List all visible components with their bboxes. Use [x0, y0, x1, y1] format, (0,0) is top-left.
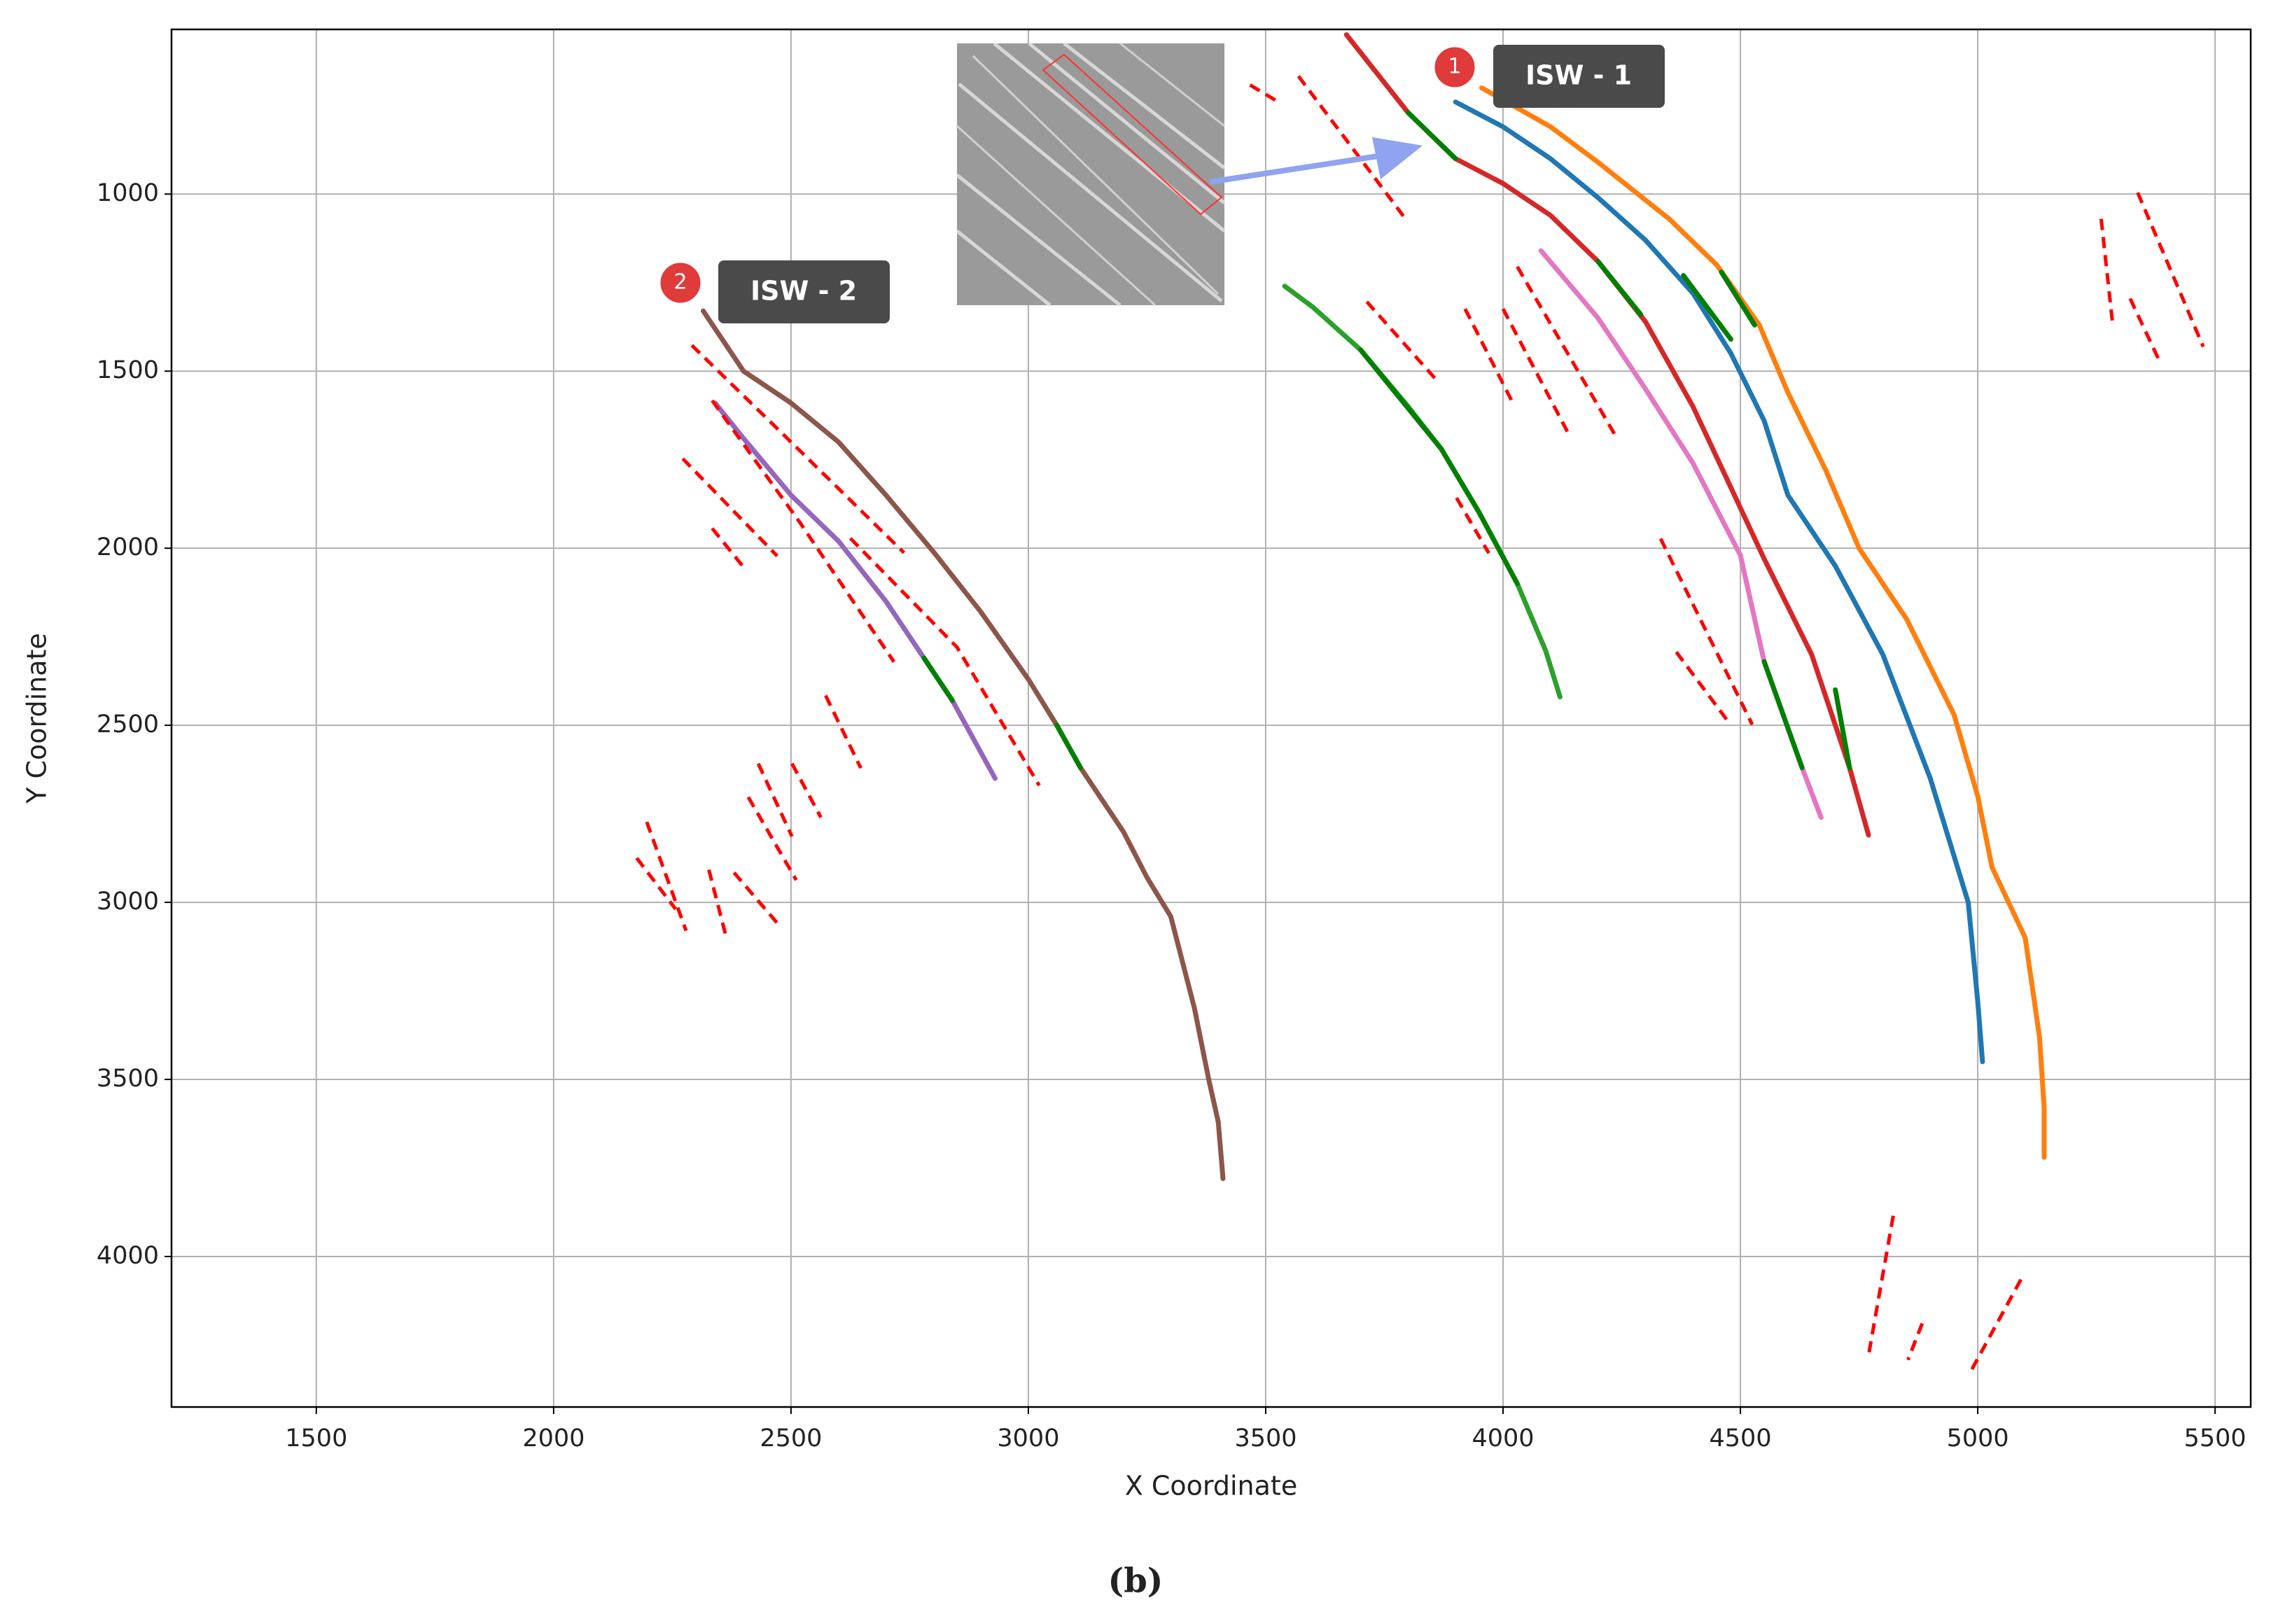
arrow-shaft [1209, 153, 1383, 185]
grid [172, 29, 2251, 1407]
label-box [718, 260, 890, 323]
line [1595, 258, 1644, 317]
x-tick-label: 5000 [1947, 1424, 2009, 1452]
x-tick-label: 2000 [522, 1424, 585, 1452]
x-tick-label: 1500 [285, 1424, 347, 1452]
x-tick-label: 3000 [997, 1424, 1059, 1452]
x-tick-label: 2500 [760, 1424, 822, 1452]
dashed-line [711, 399, 896, 663]
dashed-line [746, 796, 798, 881]
dashed-line [1501, 308, 1570, 435]
inset-streaks [956, 42, 1226, 307]
dashed-line [711, 527, 746, 569]
y-tick-label: 3500 [97, 1065, 159, 1093]
line [1282, 284, 1563, 700]
labels: 1500 2000 2500 3000 3500 4000 4500 5000 5500 1000… [22, 45, 2246, 1601]
dashed-line [707, 869, 729, 939]
x-tick-label: 5500 [2184, 1424, 2246, 1452]
line [921, 655, 955, 704]
dashed-line [756, 762, 794, 838]
dashed-line [2099, 218, 2115, 324]
line [1719, 270, 1757, 328]
dashed-line [790, 762, 823, 818]
line [1358, 347, 1520, 587]
arrow [1209, 137, 1423, 185]
dashed-line [1866, 1215, 1895, 1356]
annotation-label: ISW - 1 [1525, 60, 1632, 91]
y-axis-label: Y Coordinate [22, 633, 53, 804]
badge-number: 1 [1448, 55, 1461, 79]
inset-background [957, 43, 1224, 305]
dashed-line [1675, 650, 1732, 726]
dashed-line [1906, 1322, 1924, 1361]
dashed-line [2128, 298, 2162, 363]
y-tick-label: 1000 [97, 179, 159, 207]
dashed-line [1249, 83, 1280, 104]
dashed-line [2136, 192, 2205, 348]
line [1405, 110, 1458, 162]
dashed-line [848, 537, 1041, 787]
dashed-line [1297, 75, 1405, 218]
line [1343, 32, 1871, 838]
arrow-head [1372, 137, 1423, 179]
y-tick-label: 4000 [97, 1242, 159, 1270]
caption: (b) [1108, 1562, 1164, 1601]
dashed-line [1970, 1278, 2022, 1371]
dashed-line [732, 871, 779, 925]
line [1538, 248, 1824, 820]
dashed-line [1658, 538, 1754, 726]
inset-image [956, 42, 1226, 307]
label-box [1493, 45, 1665, 108]
line [1833, 687, 1852, 771]
axes [165, 28, 2252, 1414]
dashed-line [690, 344, 906, 554]
plot-lines [635, 32, 2205, 1371]
badge [658, 260, 703, 305]
inset-streaks [956, 42, 1225, 307]
line [1761, 659, 1805, 771]
y-tick-label: 3000 [97, 888, 159, 916]
x-tick-label: 3500 [1234, 1424, 1297, 1452]
line [701, 308, 1226, 1182]
y-tick-label: 2500 [97, 710, 159, 738]
badge-number: 2 [673, 270, 687, 295]
line [1479, 85, 2047, 1160]
dashed-line [635, 857, 678, 911]
badge [1432, 45, 1477, 90]
line [1453, 99, 1985, 1065]
annotation-label: ISW - 2 [750, 276, 857, 307]
dashed-line [1516, 265, 1618, 438]
y-tick-label: 2000 [97, 533, 159, 561]
line [1681, 273, 1733, 342]
dashed-line [1463, 308, 1514, 402]
line [1054, 722, 1083, 771]
plot-frame [170, 28, 2252, 1408]
x-tick-label: 4000 [1472, 1424, 1534, 1452]
inset-highlight [1042, 53, 1223, 216]
y-tick-label: 1500 [97, 356, 159, 384]
x-tick-label: 4500 [1710, 1424, 1772, 1452]
dashed-line [824, 694, 862, 769]
dashed-line [1455, 497, 1490, 554]
dashed-line [681, 457, 778, 558]
dashed-line [645, 821, 688, 932]
x-axis-label: X Coordinate [1125, 1471, 1297, 1502]
